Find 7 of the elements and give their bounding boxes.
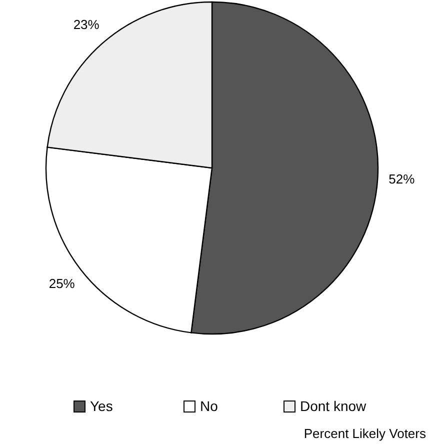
data-label: 25%: [48, 276, 76, 291]
legend-label: Dont know: [300, 398, 368, 414]
text: Percent Likely Voters: [304, 426, 426, 441]
data-label: 23%: [73, 16, 100, 32]
legend-label: No: [200, 398, 218, 414]
legend-label: Yes: [90, 398, 113, 414]
data-label: 52%: [388, 171, 416, 186]
